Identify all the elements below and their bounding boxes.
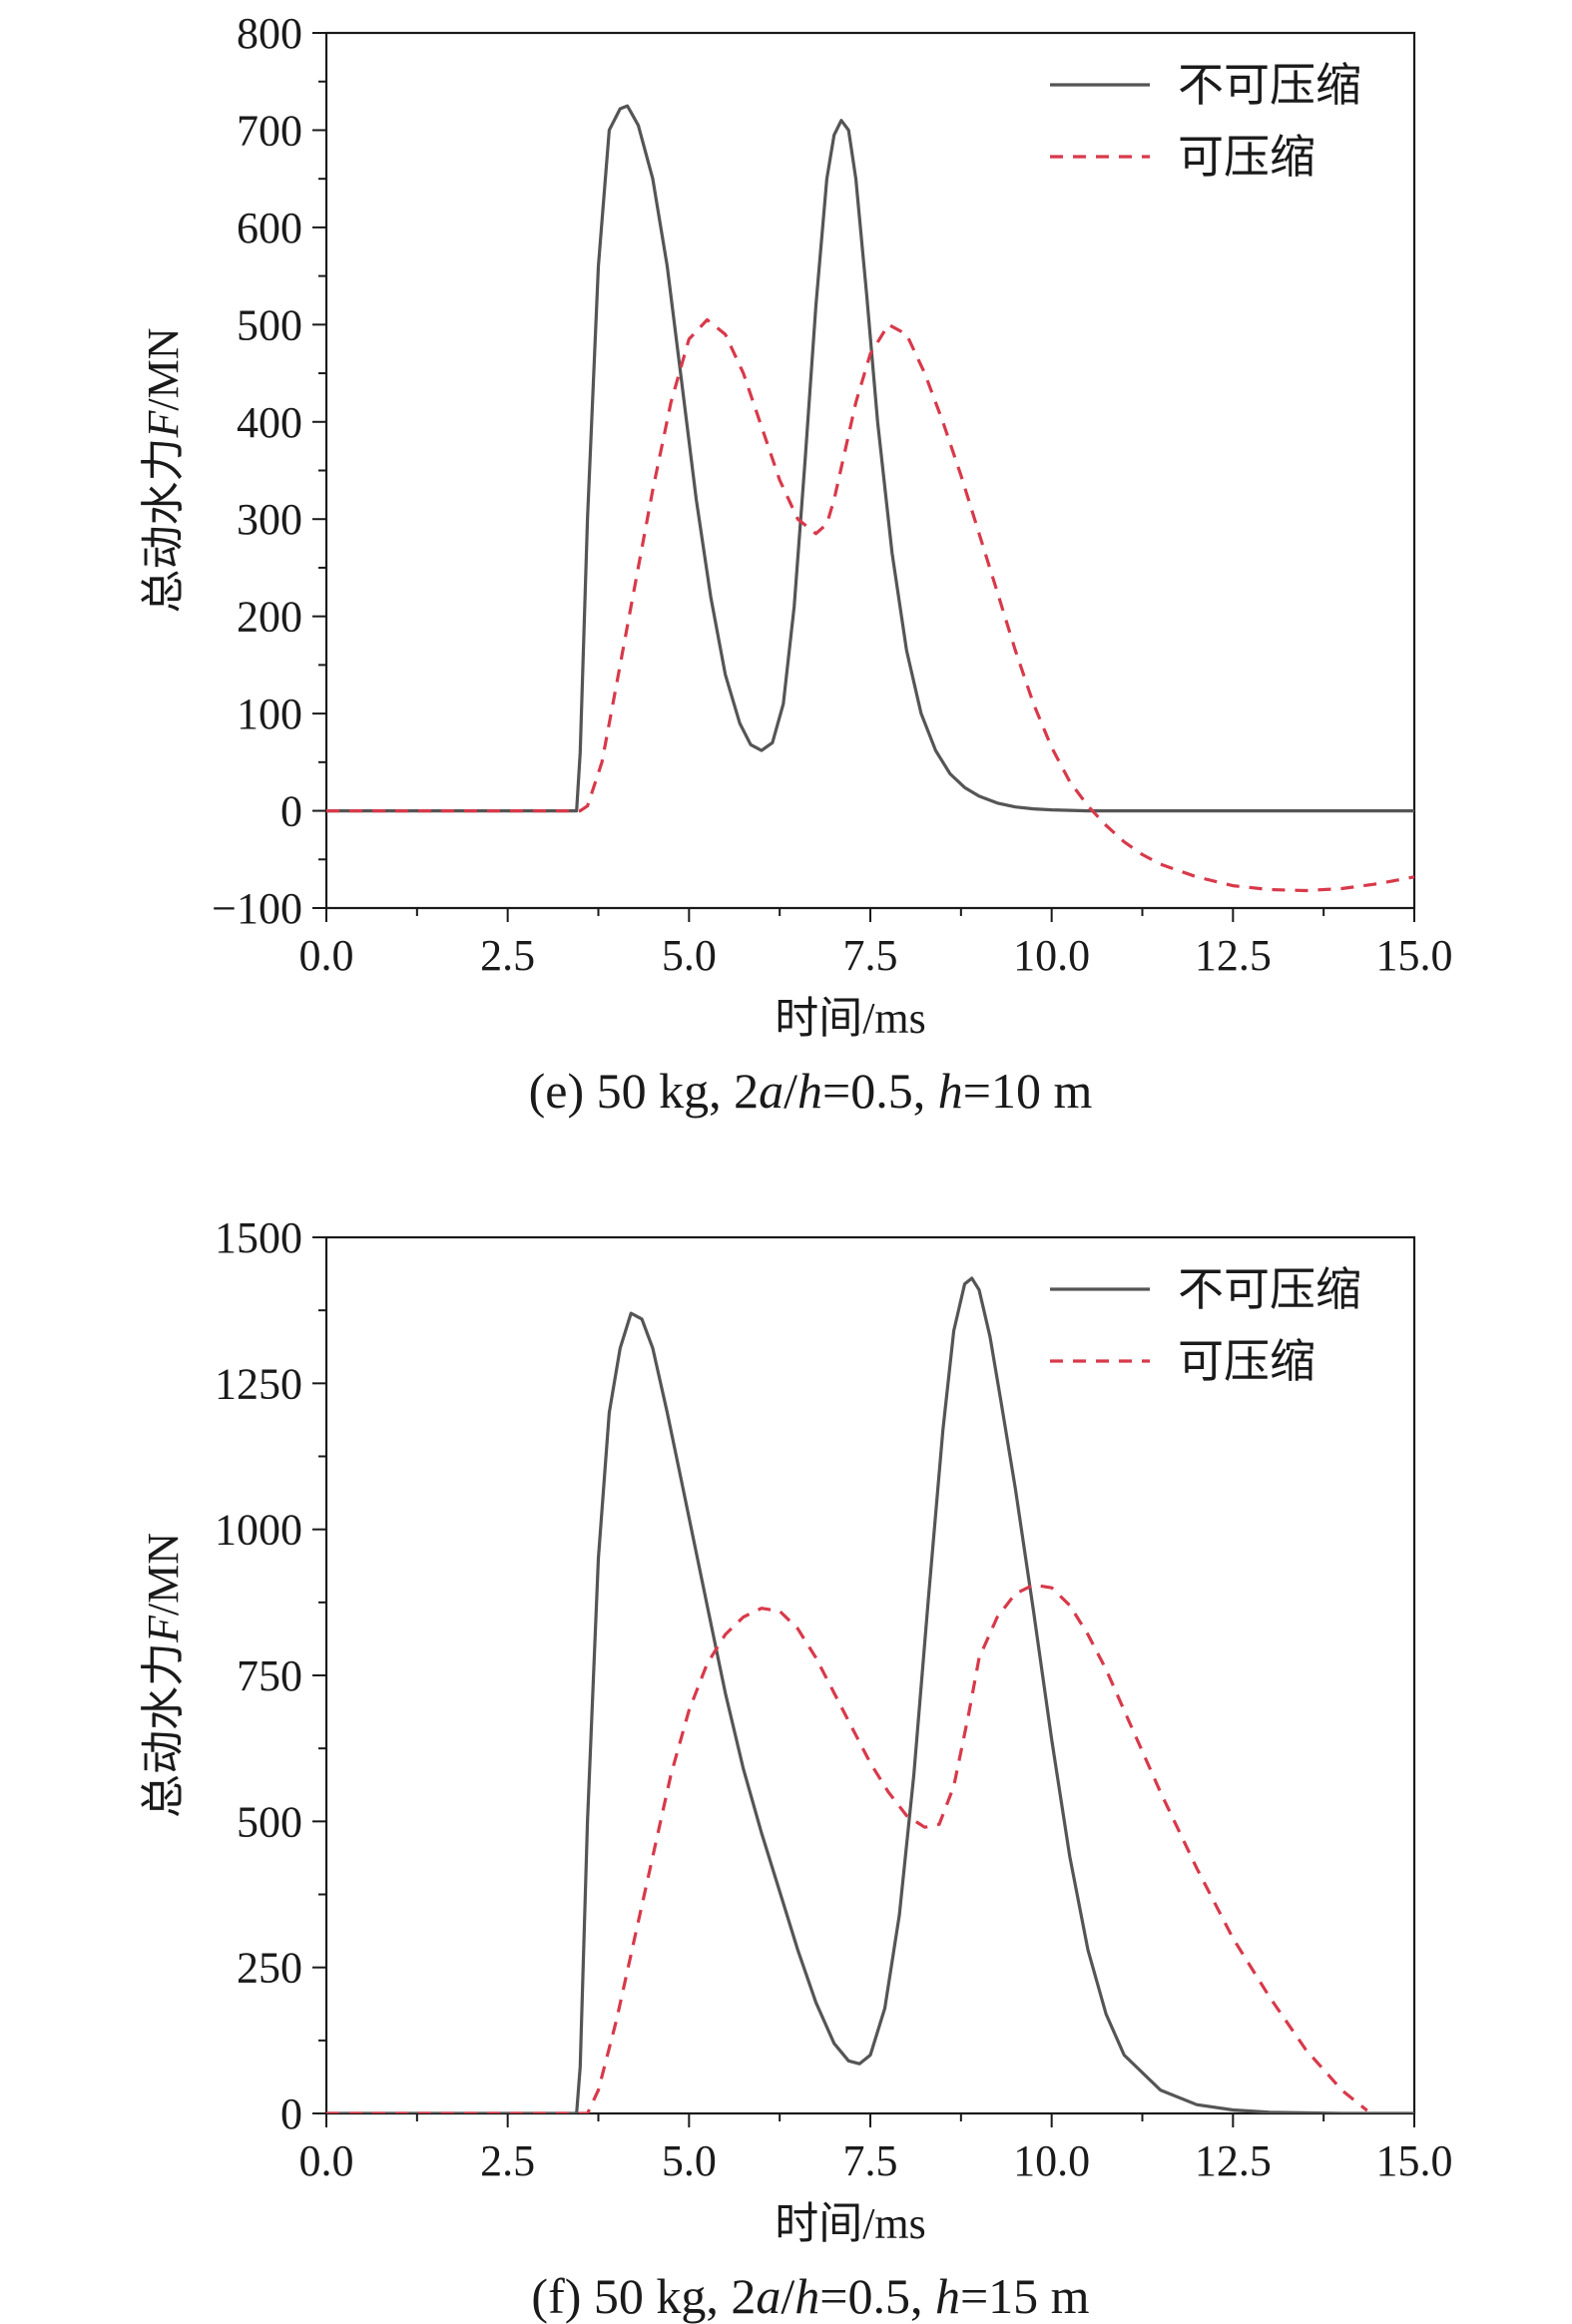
y-tick-label: 1000 [215, 1506, 302, 1555]
x-tick-label: 2.5 [480, 2136, 535, 2185]
legend-label: 可压缩 [1178, 132, 1315, 183]
y-tick-label: 200 [237, 593, 302, 642]
x-tick-label: 7.5 [843, 2136, 898, 2185]
x-tick-label: 15.0 [1376, 2136, 1453, 2185]
y-tick-label: 250 [237, 1944, 302, 1993]
y-tick-label: 0 [280, 787, 302, 836]
x-tick-label: 12.5 [1195, 931, 1272, 980]
chart-caption: (e) 50 kg, 2a/h=0.5, h=10 m [529, 1063, 1093, 1119]
y-tick-label: −100 [212, 884, 302, 933]
legend-label: 不可压缩 [1178, 60, 1361, 111]
y-tick-label: 500 [237, 300, 302, 349]
y-tick-label: 600 [237, 204, 302, 252]
y-tick-label: 800 [237, 9, 302, 58]
y-tick-label: 1250 [215, 1359, 302, 1408]
x-tick-label: 5.0 [662, 2136, 717, 2185]
x-axis-title: 时间/ms [775, 994, 926, 1043]
y-tick-label: 1500 [215, 1213, 302, 1262]
chart-panel-f: 0.0 2.5 5.0 7.5 10.0 12.5 15.0 0 250 500 750 1000 12… [139, 1213, 1453, 2324]
x-tick-label: 0.0 [299, 931, 354, 980]
x-tick-label: 12.5 [1195, 2136, 1272, 2185]
y-axis-title: 总动水力F/MN [139, 1533, 188, 1818]
legend-label: 可压缩 [1178, 1336, 1315, 1387]
legend-label: 不可压缩 [1178, 1264, 1361, 1315]
y-tick-label: 700 [237, 106, 302, 155]
x-tick-label: 10.0 [1013, 931, 1090, 980]
y-tick-label: 100 [237, 690, 302, 738]
y-tick-label: 750 [237, 1651, 302, 1700]
x-tick-label: 10.0 [1013, 2136, 1090, 2185]
chart-caption: (f) 50 kg, 2a/h=0.5, h=15 m [531, 2268, 1089, 2324]
x-tick-label: 15.0 [1376, 931, 1453, 980]
x-axis-title: 时间/ms [775, 2199, 926, 2248]
chart-panel-e: 0.0 2.5 5.0 7.5 10.0 12.5 15.0 −100 0 100 200 300 40… [139, 9, 1453, 1119]
x-tick-label: 0.0 [299, 2136, 354, 2185]
y-axis-title: 总动水力F/MN [139, 327, 188, 613]
series-line-incompressible [326, 104, 1414, 813]
series-line-compressible [326, 1583, 1368, 2113]
y-tick-label: 400 [237, 398, 302, 447]
y-tick-label: 500 [237, 1797, 302, 1846]
series-line-incompressible [326, 1276, 1414, 2113]
y-tick-label: 0 [280, 2090, 302, 2138]
x-tick-label: 7.5 [843, 931, 898, 980]
y-tick-label: 300 [237, 495, 302, 544]
x-tick-label: 5.0 [662, 931, 717, 980]
x-tick-label: 2.5 [480, 931, 535, 980]
series-line-compressible [326, 317, 1414, 893]
